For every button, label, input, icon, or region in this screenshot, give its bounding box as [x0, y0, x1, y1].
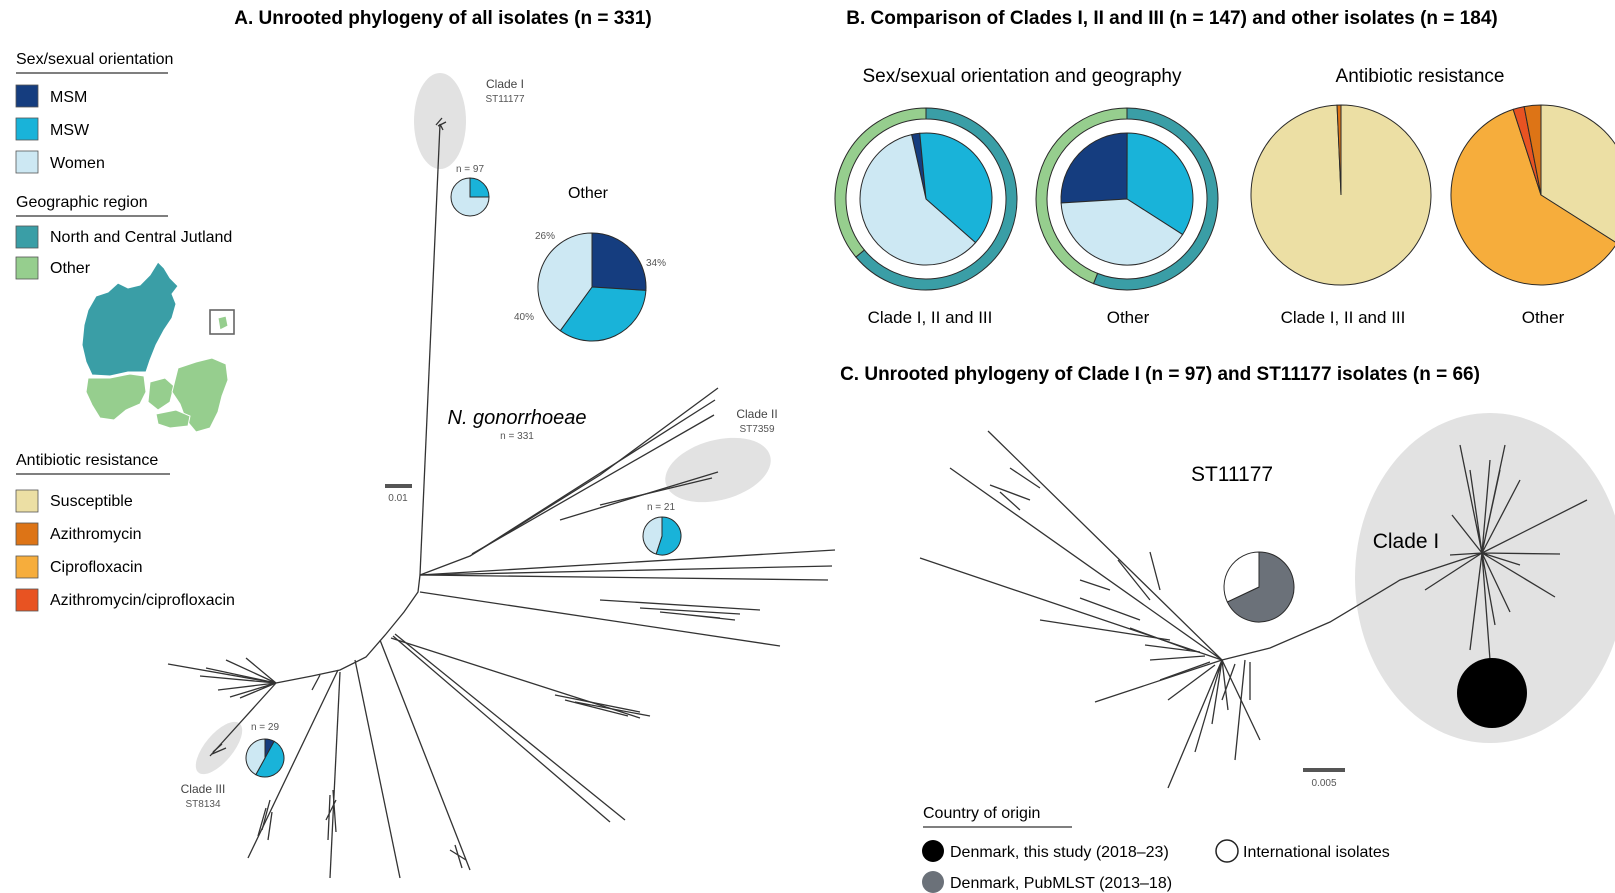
- scale-bar-a-label: 0.01: [388, 493, 408, 504]
- legend-azi-cipro-swatch: [15, 588, 39, 612]
- pie-b4-label: Other: [1522, 308, 1565, 327]
- legend-msm-label: MSM: [50, 89, 87, 106]
- pie-slice-msw: [919, 132, 993, 244]
- legend-geo-other-swatch: [15, 256, 39, 280]
- other-sex-pie: [537, 232, 647, 342]
- legend-geo-title: Geographic region: [16, 194, 148, 211]
- panel-b-title: B. Comparison of Clades I, II and III (n…: [846, 8, 1497, 29]
- clade-1-sex-pie: [450, 177, 490, 217]
- origin-this-study-label: Denmark, this study (2018–23): [950, 844, 1169, 861]
- origin-legend-title: Country of origin: [923, 805, 1040, 822]
- origin-this-study-swatch: [922, 840, 944, 862]
- legend-susceptible-swatch: [15, 489, 39, 513]
- pie-slice-women: [245, 738, 266, 776]
- pie-slice-azithromycin: [1523, 104, 1542, 196]
- pie-slice-msw: [559, 286, 647, 342]
- phylogeny-tree-all: [167, 117, 836, 879]
- pie-slice-women: [642, 516, 663, 555]
- pie-slice-ciprofloxacin: [1450, 108, 1615, 286]
- legend-msm-swatch: [15, 84, 39, 108]
- legend-women-label: Women: [50, 155, 105, 172]
- panel-b-sub-sex-geo: Sex/sexual orientation and geography: [862, 66, 1182, 87]
- clade-3-label: Clade III: [181, 782, 226, 796]
- pie-slice-msw: [255, 740, 285, 778]
- phylogeny-tree-clade1: [919, 430, 1588, 789]
- legend-msw-swatch: [15, 117, 39, 141]
- clade-2-label: Clade II: [736, 407, 777, 421]
- pie-slice-women: [1060, 198, 1184, 266]
- pie-b1-label: Clade I, II and III: [868, 308, 993, 327]
- st11177-label: ST11177: [1191, 463, 1273, 486]
- clade-2-highlight: [665, 437, 771, 503]
- species-n: n = 331: [500, 431, 534, 442]
- origin-international-label: International isolates: [1243, 844, 1390, 861]
- legend-jutland-label: North and Central Jutland: [50, 229, 232, 246]
- panel-a-title: A. Unrooted phylogeny of all isolates (n…: [234, 8, 652, 29]
- other-pct-msw: 34%: [646, 258, 666, 269]
- clade-3-highlight: [195, 721, 243, 775]
- legend-amr-title: Antibiotic resistance: [16, 452, 158, 469]
- pie-slice-international-isolates: [1223, 551, 1260, 603]
- other-pie-title: Other: [568, 185, 609, 202]
- other-sex-geo-pie: [1035, 107, 1219, 291]
- clade-1-origin-circle: [1457, 658, 1527, 728]
- other-pct-women: 40%: [514, 312, 534, 323]
- legend-azithromycin-swatch: [15, 522, 39, 546]
- legend-msw-label: MSW: [50, 122, 90, 139]
- pie-slice-women: [450, 177, 490, 217]
- other-amr-pie: [1450, 104, 1615, 286]
- legend-azi-cipro-label: Azithromycin/ciprofloxacin: [50, 592, 235, 609]
- clade-1-st: ST11177: [485, 94, 525, 105]
- pie-slice-women: [859, 133, 977, 266]
- legend-ciprofloxacin-swatch: [15, 555, 39, 579]
- clade-3-st: ST8134: [185, 799, 220, 810]
- pie-b3-label: Clade I, II and III: [1281, 308, 1406, 327]
- legend-susceptible-label: Susceptible: [50, 493, 133, 510]
- panel-b-sub-amr: Antibiotic resistance: [1336, 66, 1505, 87]
- legend-jutland-swatch: [15, 225, 39, 249]
- clade-1-region: [1355, 413, 1615, 743]
- clade-2-n: n = 21: [647, 502, 676, 513]
- legend-azithromycin-label: Azithromycin: [50, 526, 142, 543]
- clade-1-region-label: Clade I: [1373, 530, 1440, 553]
- scale-bar-c-label: 0.005: [1311, 778, 1336, 789]
- clade-1-n: n = 97: [456, 164, 485, 175]
- pie-slice-other: [834, 107, 927, 258]
- pie-slice-denmark-pubmlst-2013-18: [1226, 551, 1295, 623]
- pie-slice-msw: [469, 177, 490, 198]
- pie-slice-other: [1035, 107, 1128, 285]
- legend-ciprofloxacin-label: Ciprofloxacin: [50, 559, 142, 576]
- origin-pubmlst-label: Denmark, PubMLST (2013–18): [950, 875, 1172, 892]
- clade-1-label: Clade I: [486, 77, 524, 91]
- pie-slice-susceptible: [1540, 104, 1615, 243]
- origin-pubmlst-swatch: [922, 871, 944, 893]
- clade-2-sex-pie: [642, 516, 682, 556]
- legend-geo-other-label: Other: [50, 260, 91, 277]
- st11177-origin-pie: [1223, 551, 1295, 623]
- other-pct-msm: 26%: [535, 231, 555, 242]
- pie-slice-msm: [1060, 132, 1128, 204]
- pie-slice-msm: [591, 232, 647, 291]
- clades-amr-pie: [1250, 104, 1432, 286]
- pie-slice-women: [537, 232, 593, 332]
- panel-c-title: C. Unrooted phylogeny of Clade I (n = 97…: [840, 364, 1480, 385]
- clade-2-st: ST7359: [739, 424, 774, 435]
- legend-sex-title: Sex/sexual orientation: [16, 51, 173, 68]
- clade-3-n: n = 29: [251, 722, 280, 733]
- clades-sex-geo-pie: [834, 107, 1018, 291]
- clade-3-sex-pie: [245, 738, 285, 778]
- origin-international-swatch: [1215, 839, 1239, 863]
- pie-slice-azithromycin: [1336, 104, 1342, 196]
- pie-b2-label: Other: [1107, 308, 1150, 327]
- denmark-map: [81, 261, 229, 433]
- species-label: N. gonorrhoeae: [448, 407, 587, 429]
- legend-women-swatch: [15, 150, 39, 174]
